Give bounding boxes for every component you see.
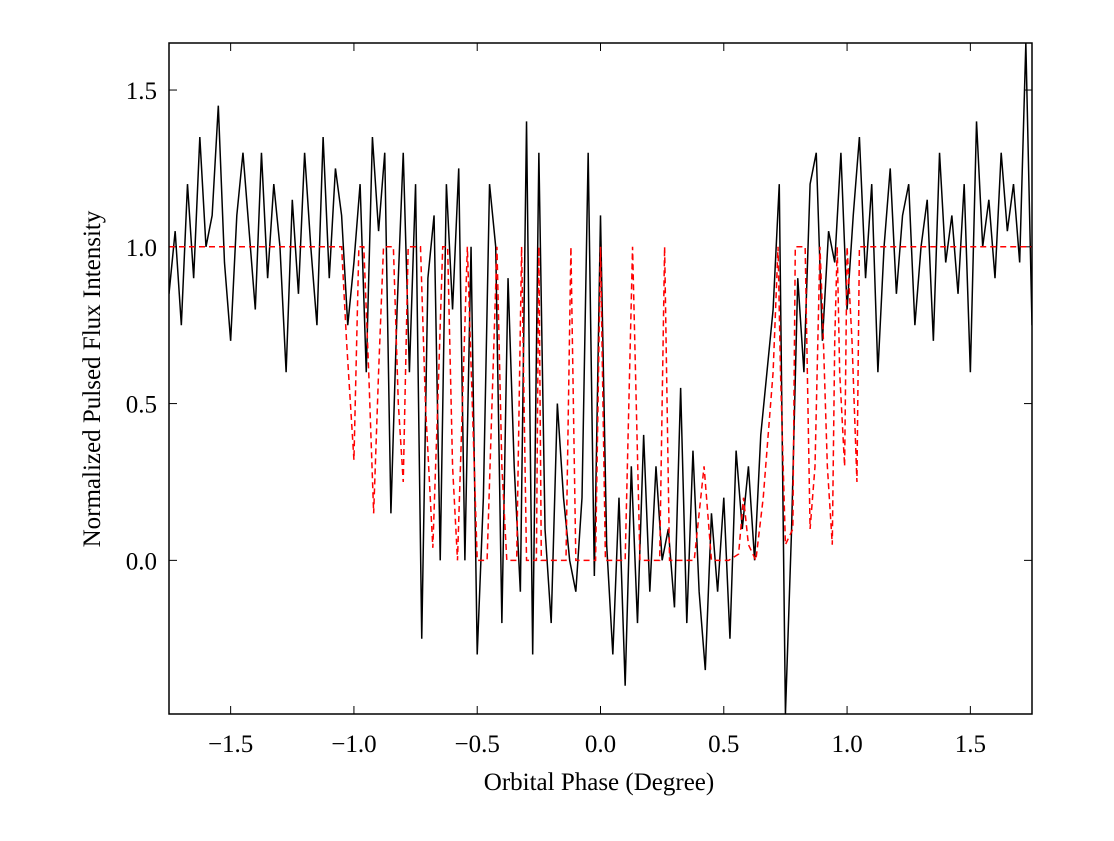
data-line [169, 246, 1032, 564]
y-tick-label: 0.5 [126, 392, 157, 419]
x-tick-label: −1.5 [208, 731, 253, 758]
plot-frame [168, 42, 1033, 715]
x-tick-label: 1.0 [831, 731, 862, 758]
x-tick-label: 0.0 [585, 731, 616, 758]
x-tick-label: 0.5 [708, 731, 739, 758]
y-axis-label: Normalized Pulsed Flux Intensity [79, 210, 106, 547]
y-tick-label: 0.0 [126, 548, 157, 575]
y-tick-label: 1.0 [126, 235, 157, 262]
x-tick-label: −0.5 [455, 731, 500, 758]
x-tick-label: −1.0 [331, 731, 376, 758]
data-line [169, 43, 1032, 714]
x-axis-label: Orbital Phase (Degree) [484, 769, 714, 796]
x-tick-label: 1.5 [955, 731, 986, 758]
y-tick-label: 1.5 [126, 78, 157, 105]
